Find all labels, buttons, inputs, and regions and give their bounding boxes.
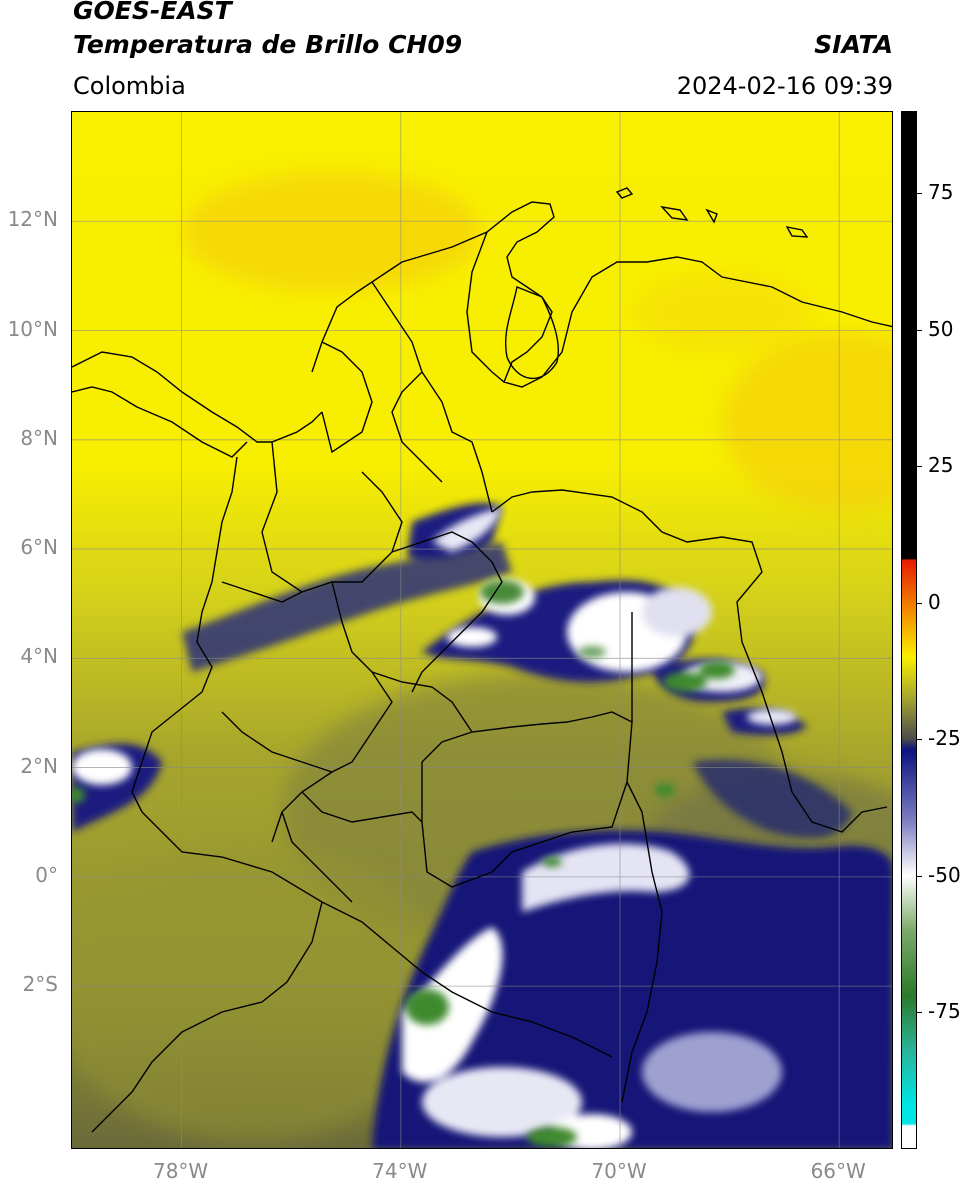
lat-tick-label: 0° xyxy=(35,862,58,887)
colorbar-tick xyxy=(916,1012,922,1014)
colorbar-tick-label: 50 xyxy=(928,316,954,341)
lat-tick-label: 4°N xyxy=(20,644,58,669)
lat-tick-label: 10°N xyxy=(7,316,58,341)
product-title: Temperatura de Brillo CH09 xyxy=(73,30,463,59)
colorbar-tick-label: -75 xyxy=(928,999,961,1024)
lat-tick-label: 8°N xyxy=(20,425,58,450)
lon-tick-label: 70°W xyxy=(591,1159,647,1183)
lon-tick-label: 66°W xyxy=(810,1159,866,1183)
brightness-temperature-image xyxy=(72,112,892,1148)
satellite-map xyxy=(71,111,893,1149)
region-label: Colombia xyxy=(73,72,186,100)
colorbar xyxy=(901,111,917,1149)
organization-label: SIATA xyxy=(814,30,893,59)
country-borders xyxy=(72,187,892,1133)
lon-tick-label: 74°W xyxy=(372,1159,428,1183)
colorbar-tick-label: 25 xyxy=(928,453,954,478)
satellite-title: GOES-EAST xyxy=(73,0,232,25)
colorbar-tick-label: 0 xyxy=(928,589,941,614)
lat-tick-label: 12°N xyxy=(7,207,58,232)
colorbar-tick xyxy=(916,739,922,741)
lat-tick-label: 2°N xyxy=(20,753,58,778)
colorbar-tick xyxy=(916,466,922,468)
colorbar-tick xyxy=(916,875,922,877)
datetime-label: 2024-02-16 09:39 xyxy=(676,72,893,100)
colorbar-tick xyxy=(916,329,922,331)
lon-tick-label: 78°W xyxy=(152,1159,209,1183)
graticule xyxy=(72,112,892,1148)
colorbar-tick-label: -25 xyxy=(928,726,961,751)
colorbar-tick-label: 75 xyxy=(928,179,954,204)
colorbar-tick-label: -50 xyxy=(928,862,961,887)
lat-tick-label: 6°N xyxy=(20,535,58,560)
lat-tick-label: 2°S xyxy=(22,972,58,997)
colorbar-tick xyxy=(916,602,922,604)
colorbar-tick xyxy=(916,192,922,194)
